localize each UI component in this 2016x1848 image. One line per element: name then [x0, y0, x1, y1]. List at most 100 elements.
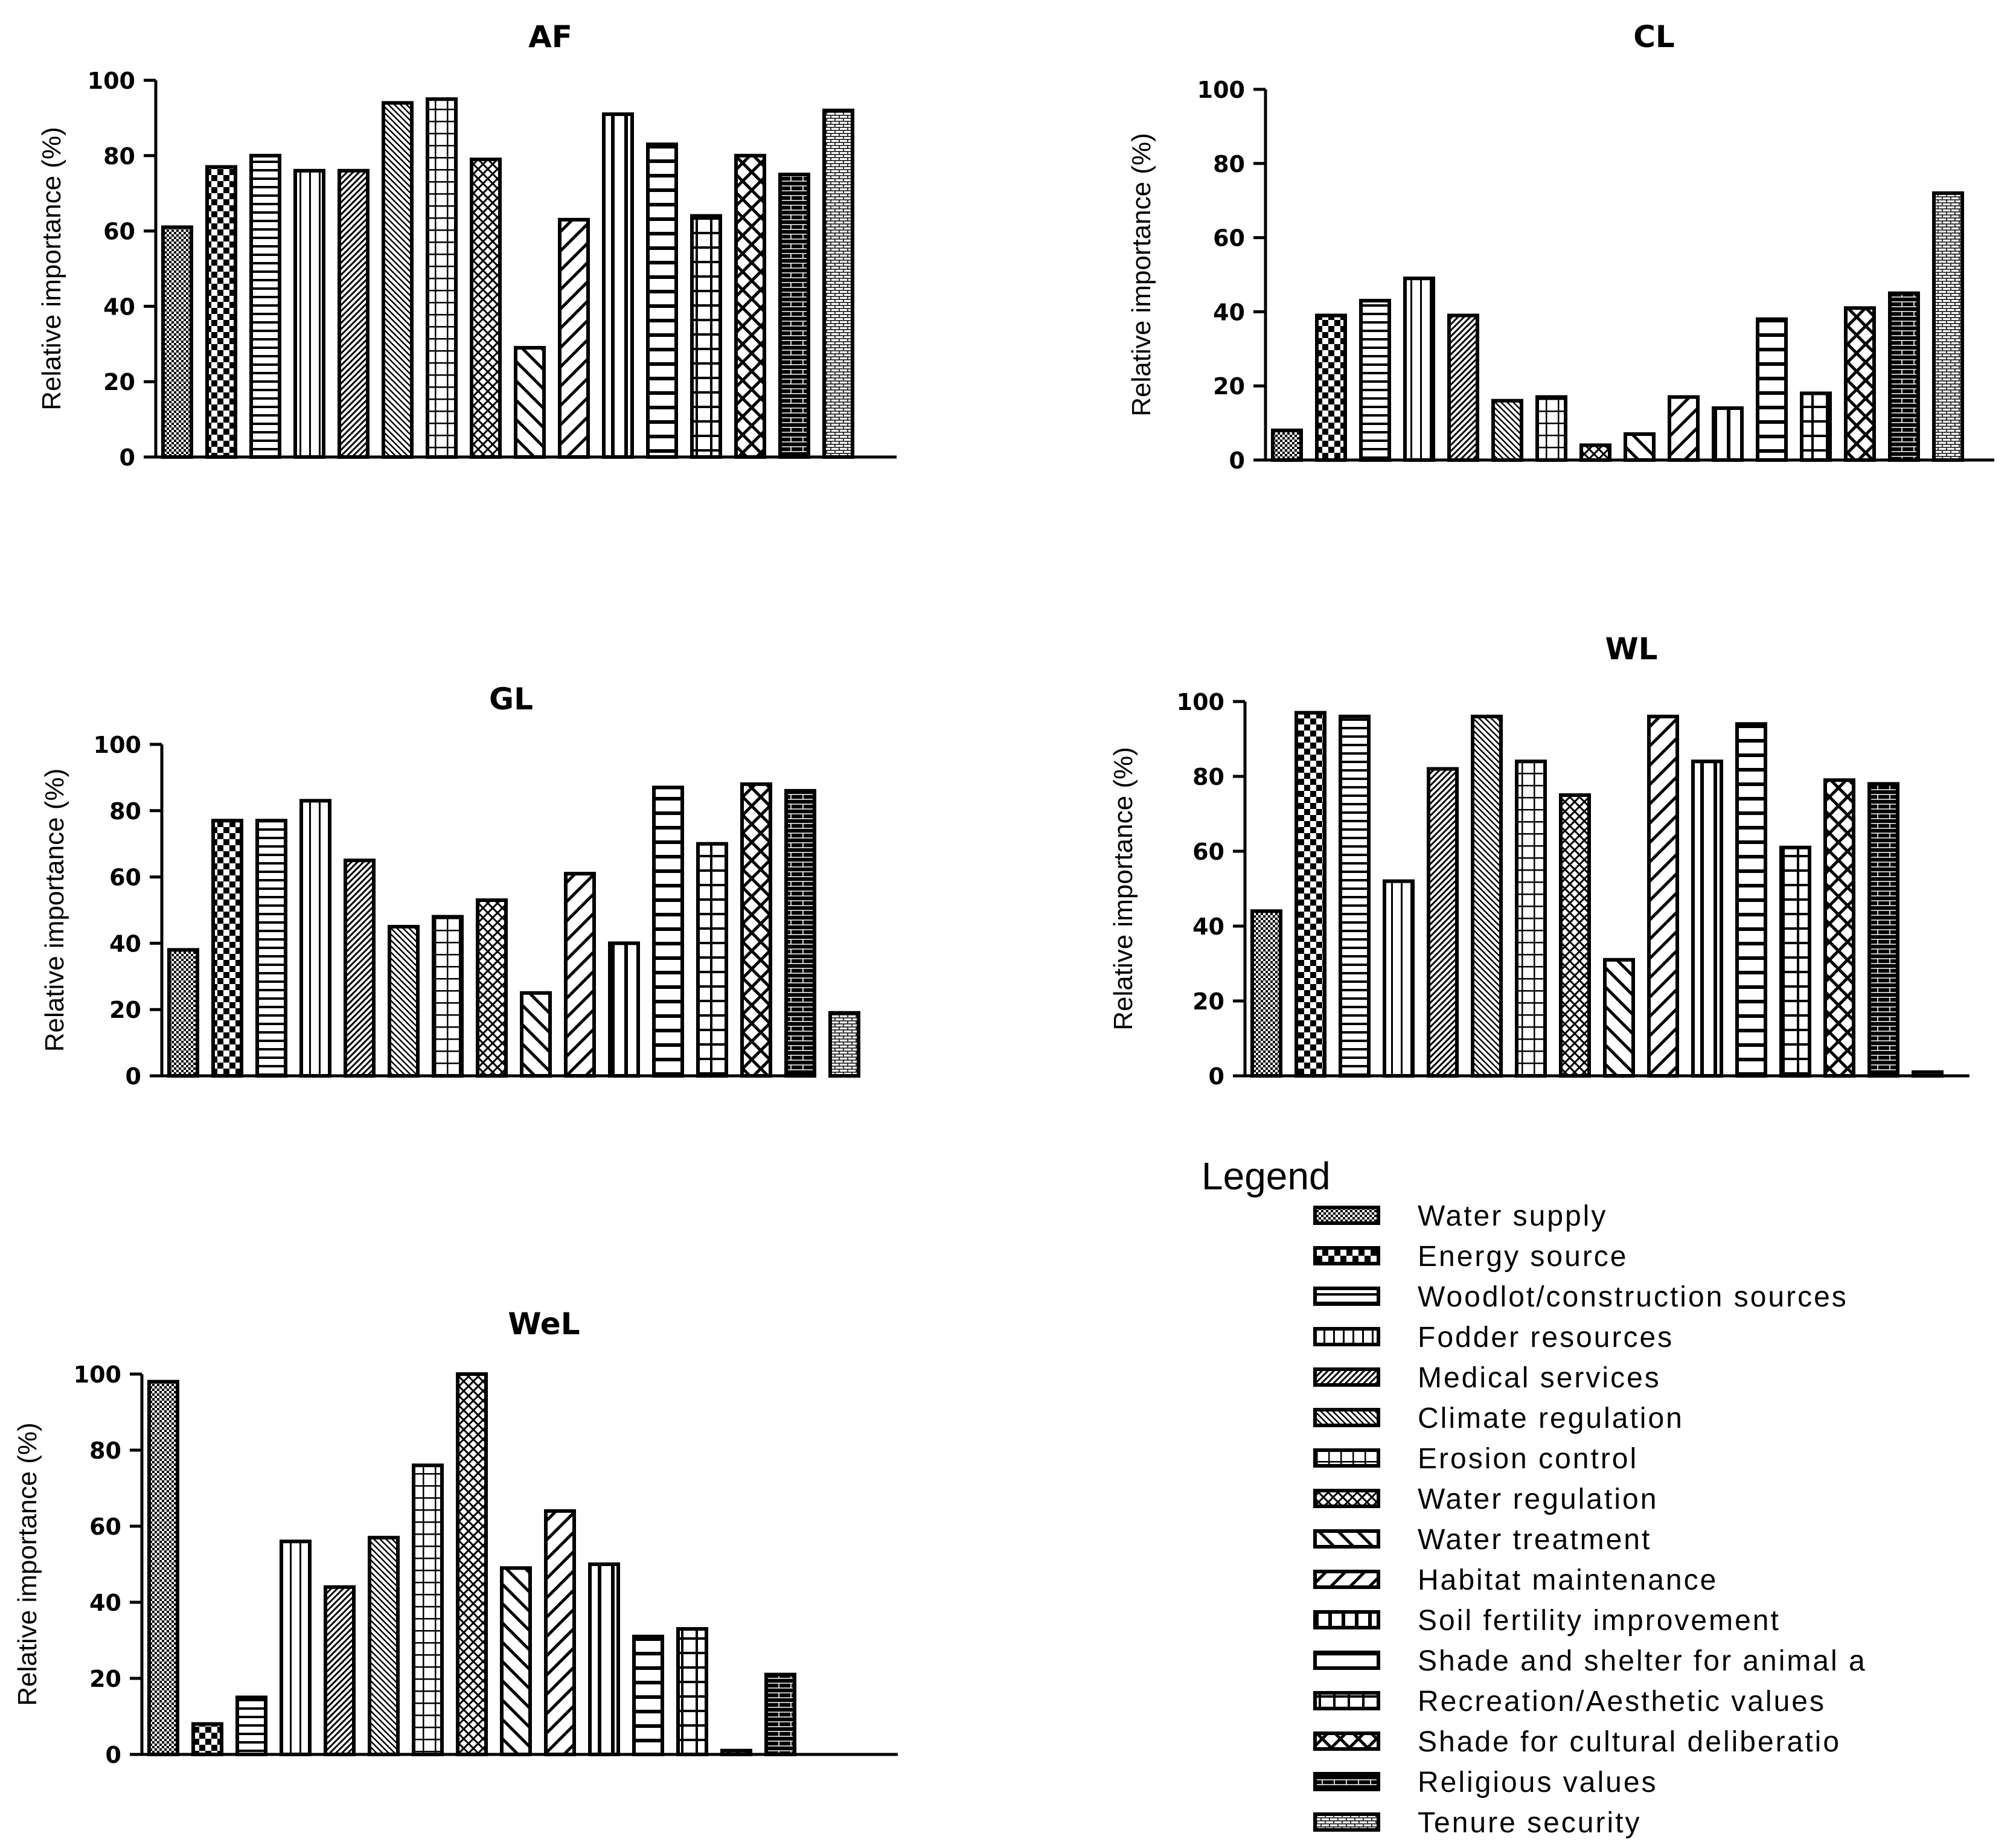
- legend-label: Habitat maintenance: [1418, 1564, 1718, 1596]
- bar: [249, 153, 281, 459]
- y-tick-label: 40: [89, 1590, 121, 1616]
- bar: [1844, 306, 1876, 462]
- legend-item: Woodlot/construction sources: [1313, 1281, 1846, 1313]
- legend-item: Erosion control: [1313, 1443, 1638, 1475]
- bar: [1800, 391, 1832, 462]
- bar: [1427, 767, 1459, 1078]
- y-axis-label: Relative importance (%): [40, 769, 69, 1052]
- bar: [1471, 714, 1503, 1078]
- legend-swatch: [1313, 1327, 1380, 1346]
- legend-swatch: [1313, 1287, 1380, 1306]
- legend-item: Energy source: [1313, 1241, 1628, 1273]
- bar: [602, 112, 634, 459]
- bar: [1932, 191, 1964, 462]
- y-tick-label: 80: [103, 143, 135, 170]
- y-tick-label: 0: [126, 1063, 141, 1090]
- bar: [1359, 298, 1391, 462]
- legend-label: Shade and shelter for animal a: [1418, 1645, 1867, 1677]
- legend-title: Legend: [1202, 1154, 1331, 1198]
- y-tick-label: 60: [89, 1514, 121, 1540]
- legend-swatch: [1313, 1448, 1380, 1468]
- bar: [1691, 759, 1723, 1078]
- bar: [822, 108, 854, 459]
- bar: [456, 1372, 488, 1756]
- legend-item: Soil fertility improvement: [1313, 1605, 1779, 1637]
- legend-label: Water supply: [1418, 1200, 1607, 1232]
- bar: [828, 1011, 860, 1078]
- bar: [1559, 793, 1591, 1078]
- y-tick-label: 0: [1209, 1063, 1224, 1090]
- y-tick-label: 40: [1192, 913, 1224, 940]
- bar: [1403, 277, 1435, 462]
- bar: [1867, 782, 1899, 1078]
- bar: [1535, 395, 1567, 462]
- legend-item: Shade for cultural deliberatio: [1313, 1726, 1839, 1758]
- bar: [1888, 291, 1920, 462]
- bar: [646, 142, 678, 459]
- chart-title: CL: [1633, 19, 1675, 54]
- bar: [1624, 432, 1656, 462]
- legend-label: Energy source: [1418, 1241, 1628, 1273]
- legend-swatch: [1313, 1570, 1380, 1589]
- legend-label: Climate regulation: [1418, 1402, 1684, 1434]
- bar: [740, 782, 772, 1078]
- legend-swatch: [1313, 1246, 1380, 1265]
- legend-swatch: [1313, 1206, 1380, 1225]
- bar: [1315, 313, 1347, 462]
- bar: [608, 941, 640, 1078]
- y-tick-label: 20: [103, 369, 135, 395]
- bar: [1756, 317, 1788, 462]
- bar: [382, 101, 414, 459]
- chart-wl: WL 0 20 40 60 80 100 Relative importance (%): [1109, 631, 1970, 1090]
- bar: [205, 165, 237, 459]
- y-tick-label: 80: [1192, 764, 1224, 790]
- legend-item: Water regulation: [1313, 1483, 1656, 1515]
- bar: [632, 1634, 664, 1756]
- y-tick-label: 80: [89, 1437, 121, 1464]
- legend-swatch: [1313, 1651, 1380, 1670]
- y-tick-label: 80: [109, 798, 141, 825]
- legend-label: Medical services: [1418, 1362, 1661, 1394]
- bar: [544, 1509, 576, 1757]
- legend-swatch: [1313, 1610, 1380, 1629]
- chart-panels: AF 0 20 40 60 80 100 Relative importance (%) CL 0…: [13, 19, 1994, 1768]
- bar: [1779, 845, 1811, 1078]
- bar: [514, 346, 546, 459]
- y-tick-label: 100: [74, 1361, 121, 1388]
- legend-item: Religious values: [1313, 1766, 1658, 1798]
- bar: [324, 1585, 356, 1757]
- bar: [368, 1535, 400, 1756]
- y-tick-label: 40: [1213, 299, 1245, 325]
- bar: [1339, 714, 1371, 1078]
- y-tick-label: 0: [120, 444, 135, 471]
- bar: [1603, 958, 1635, 1078]
- legend-item: Water treatment: [1313, 1524, 1650, 1556]
- bar: [235, 1695, 267, 1756]
- y-tick-label: 60: [103, 219, 135, 245]
- y-axis-label: Relative importance (%): [1127, 133, 1156, 417]
- bar: [476, 898, 508, 1078]
- bar: [1647, 714, 1679, 1078]
- chart-wel: WeL 0 20 40 60 80 100 Relative importance (%): [13, 1306, 898, 1768]
- chart-cl: CL 0 20 40 60 80 100 Relative importance (%): [1127, 19, 1994, 474]
- bar: [500, 1566, 532, 1757]
- legend-item: Shade and shelter for animal a: [1313, 1645, 1867, 1677]
- bar: [412, 1463, 444, 1756]
- legend-label: Fodder resources: [1418, 1322, 1674, 1354]
- y-axis-label: Relative importance (%): [37, 127, 66, 411]
- chart-title: WeL: [508, 1306, 580, 1341]
- bar: [191, 1722, 223, 1757]
- chart-title: GL: [489, 682, 533, 717]
- legend: Legend Water supply Energy source Woodlot/…: [1202, 1154, 1867, 1839]
- bar: [388, 924, 420, 1078]
- y-axis-label: Relative importance (%): [1109, 747, 1138, 1031]
- bar: [1383, 879, 1415, 1078]
- bar: [255, 819, 287, 1078]
- bar: [1447, 313, 1479, 462]
- bar: [778, 173, 810, 459]
- y-tick-label: 20: [1192, 988, 1224, 1015]
- bar: [784, 788, 816, 1078]
- legend-label: Religious values: [1418, 1766, 1658, 1798]
- legend-label: Erosion control: [1418, 1443, 1638, 1475]
- legend-item: Water supply: [1313, 1200, 1607, 1232]
